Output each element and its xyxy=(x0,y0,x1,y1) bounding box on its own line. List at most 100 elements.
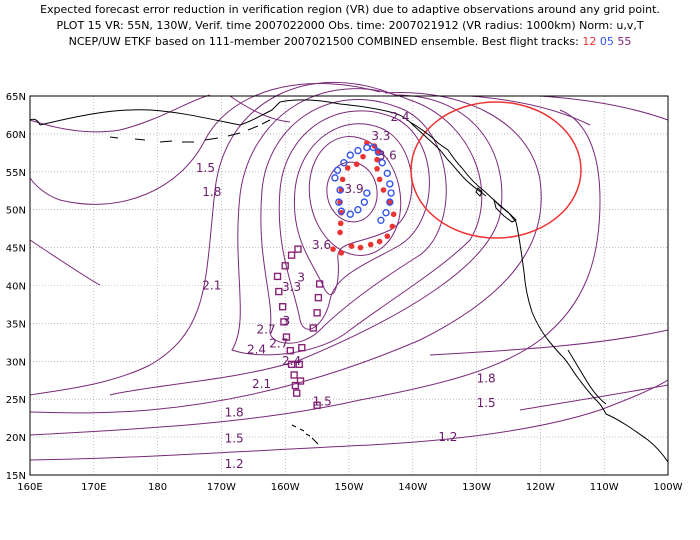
contour-1-5-c xyxy=(519,384,669,411)
flight-track-12-point xyxy=(376,238,383,245)
flight-track-55-point xyxy=(296,377,305,385)
flight-track-05-point xyxy=(340,159,348,167)
contour-2-1-east xyxy=(29,81,396,396)
contour-label: 3 xyxy=(297,271,305,285)
contour-1-5-b xyxy=(29,94,211,133)
flight-track-05-point xyxy=(346,210,354,218)
flight-track-55-point xyxy=(315,280,324,288)
flight-track-55-point xyxy=(294,245,302,253)
flight-track-55-point xyxy=(281,262,289,270)
contour-label: 3.3 xyxy=(282,280,301,294)
lon-label: 130W xyxy=(462,482,491,493)
flight-track-12-point xyxy=(375,149,382,155)
plot-title-line-1: Expected forecast error reduction in ver… xyxy=(40,3,660,16)
contour-label: 2.7 xyxy=(269,337,288,351)
flight-track-12-point xyxy=(387,199,393,205)
contour-label: 1.8 xyxy=(202,185,221,199)
contour-3-0 xyxy=(278,110,430,330)
lon-label: 180 xyxy=(148,482,167,493)
aleutian-islands xyxy=(109,119,271,143)
contour-label: 1.5 xyxy=(313,394,332,408)
contour-3-6 xyxy=(308,136,402,256)
contour-label: 1.8 xyxy=(225,406,244,420)
flight-track-12-point xyxy=(338,250,345,256)
contour-lines xyxy=(29,81,669,461)
contour-2-1-west xyxy=(29,239,101,286)
flight-track-55-point xyxy=(292,389,301,397)
flight-track-05-point xyxy=(386,198,394,206)
contour-label: 3.9 xyxy=(345,182,364,196)
contour-label: 2.4 xyxy=(247,343,266,357)
flight-track-55-point xyxy=(273,272,282,281)
contour-3-3 xyxy=(293,123,413,295)
contour-label: 3.6 xyxy=(378,149,397,163)
coastlines xyxy=(29,99,669,463)
lat-label: 65N xyxy=(6,92,26,103)
lon-label: 170E xyxy=(81,482,106,493)
lon-label: 150W xyxy=(335,482,364,493)
flight-track-55-point xyxy=(275,287,283,296)
flight-tracks xyxy=(273,140,397,409)
lon-label: 160W xyxy=(271,482,300,493)
flight-track-55-point xyxy=(286,346,295,355)
flight-track-05-point xyxy=(335,198,343,206)
flight-track-55-point xyxy=(287,251,296,259)
lat-label: 50N xyxy=(6,206,26,217)
flight-track-05-point xyxy=(383,169,391,178)
contour-label: 2.1 xyxy=(252,377,271,391)
contour-1-5-a xyxy=(29,109,601,436)
contour-label: 1.5 xyxy=(477,396,496,410)
lat-label: 55N xyxy=(6,168,26,179)
plot-title-line-3: NCEP/UW ETKF based on 111-member 2007021… xyxy=(0,35,700,49)
track-05-legend: 05 xyxy=(599,35,614,48)
flight-track-05-point xyxy=(354,205,362,214)
contour-label: 1.5 xyxy=(225,431,244,445)
lon-label: 100W xyxy=(654,482,683,493)
flight-track-12-point xyxy=(344,165,351,171)
lon-label: 140W xyxy=(398,482,427,493)
gulf-of-california xyxy=(567,349,607,405)
flight-track-55-point xyxy=(314,293,323,302)
flight-track-05-point xyxy=(386,180,394,188)
contour-3-9 xyxy=(326,161,378,223)
flight-track-05-point xyxy=(336,186,344,194)
alaska-panhandle xyxy=(409,121,487,197)
flight-track-55-point xyxy=(298,343,306,352)
flight-track-55-point xyxy=(290,371,298,379)
flight-track-05-point xyxy=(354,146,362,155)
contour-label: 3.3 xyxy=(371,129,390,143)
hawaii-islands xyxy=(291,424,319,445)
us-west-coast xyxy=(515,221,563,357)
contour-1-8-c xyxy=(429,329,669,356)
verification-region-circle xyxy=(410,101,582,239)
flight-track-05-point xyxy=(374,148,383,156)
contour-labels: 1.51.82.12.42.733.33.63.92.11.81.51.21.5… xyxy=(196,110,496,471)
graticule xyxy=(30,96,668,475)
flight-track-05-point xyxy=(337,207,346,215)
flight-track-55-point xyxy=(309,324,317,332)
map-frame xyxy=(29,95,669,476)
flight-track-05-point xyxy=(331,174,339,182)
flight-track-55-point xyxy=(291,381,300,390)
vancouver-island xyxy=(493,198,517,223)
track-55-legend: 55 xyxy=(617,35,632,48)
flight-track-12-point xyxy=(353,161,360,168)
flight-track-12-point xyxy=(384,233,391,240)
flight-track-12-point xyxy=(374,156,380,163)
flight-track-55-point xyxy=(313,401,321,409)
flight-track-55-point xyxy=(287,360,296,369)
contour-upper-a xyxy=(229,95,291,123)
flight-track-12-point xyxy=(360,153,366,160)
plot-title-line-2: PLOT 15 VR: 55N, 130W, Verif. time 20070… xyxy=(56,19,644,32)
lon-label: 160E xyxy=(17,482,42,493)
flight-track-12-point xyxy=(337,229,343,236)
flight-track-05-point xyxy=(378,159,386,167)
flight-track-12-point xyxy=(330,246,336,252)
contour-2-4 xyxy=(231,88,483,356)
flight-track-05-point xyxy=(382,209,390,217)
longitude-labels: 160E 170E 180 170W 160W 150W 140W 130W 120W 110W 1… xyxy=(17,482,682,493)
flight-track-55-point xyxy=(282,333,291,341)
flight-track-12-point xyxy=(380,187,387,193)
lat-label: 30N xyxy=(6,357,26,368)
